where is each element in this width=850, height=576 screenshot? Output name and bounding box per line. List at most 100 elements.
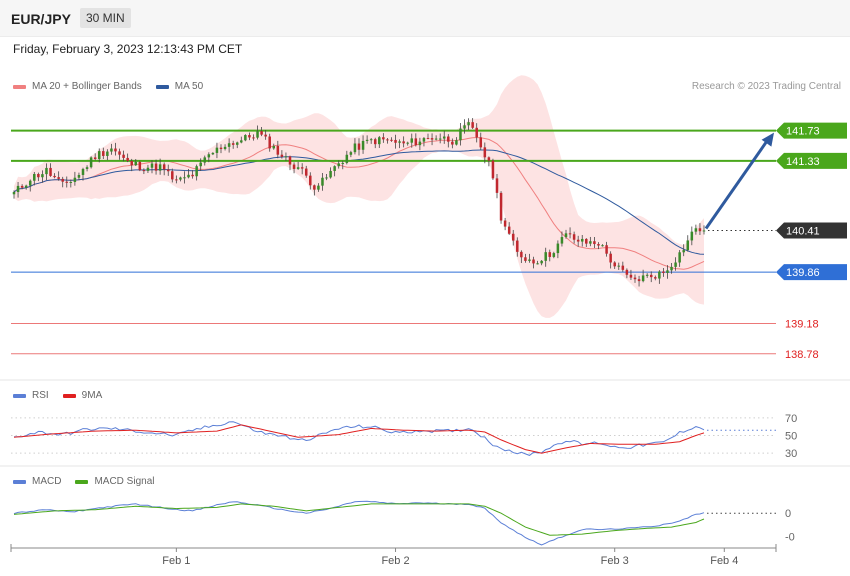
candle-body xyxy=(150,163,154,168)
candle-body xyxy=(495,178,499,193)
candle-body xyxy=(398,141,401,143)
candle-body xyxy=(333,166,336,171)
candle-body xyxy=(686,240,690,251)
candle-body xyxy=(674,262,677,267)
candle-body xyxy=(467,122,470,126)
candle-body xyxy=(447,136,450,142)
candle-body xyxy=(463,125,466,129)
candle-body xyxy=(325,177,328,179)
candle-body xyxy=(580,238,584,242)
candle-body xyxy=(475,127,478,138)
rsi-legend: RSI 9MA xyxy=(13,390,116,401)
rsi-legend-label: RSI xyxy=(32,390,49,401)
candle-body xyxy=(162,164,166,170)
resistance-level-label: 141.73 xyxy=(786,126,820,138)
candle-body xyxy=(349,152,353,155)
candle-body xyxy=(97,151,101,160)
candle-body xyxy=(361,140,365,150)
rsi-ma-swatch xyxy=(62,393,76,398)
candle-body xyxy=(146,167,150,171)
candle-body xyxy=(24,185,28,188)
candle-body xyxy=(89,157,93,168)
candle-body xyxy=(459,128,462,141)
candle-body xyxy=(552,253,556,257)
timeframe-button[interactable]: 30 MIN xyxy=(80,8,131,28)
resistance-level-tag xyxy=(776,152,847,169)
candle-body xyxy=(28,180,32,186)
forecast-arrow xyxy=(704,132,774,230)
candle-body xyxy=(666,270,669,273)
panel-dividers xyxy=(0,379,850,467)
candle-body xyxy=(641,275,645,282)
candle-body xyxy=(158,164,162,171)
macd-signal-legend-label: MACD Signal xyxy=(94,476,155,487)
candle-body xyxy=(682,250,685,253)
candle-body xyxy=(20,185,24,188)
candle-body xyxy=(329,170,332,178)
candle-body xyxy=(617,265,621,267)
candle-body xyxy=(658,271,661,279)
candle-body xyxy=(93,157,97,160)
candle-body xyxy=(215,147,219,153)
candle-body xyxy=(548,252,552,257)
macd-legend: MACD MACD Signal xyxy=(13,476,168,487)
candle-body xyxy=(106,151,109,156)
rsi-tick-label: 70 xyxy=(785,413,797,425)
x-tick-label: Feb 2 xyxy=(381,555,409,567)
candle-body xyxy=(134,161,138,166)
candle-body xyxy=(430,138,434,140)
timestamp: Friday, February 3, 2023 12:13:43 PM CET xyxy=(13,42,243,56)
candle-body xyxy=(524,257,527,261)
x-tick-label: Feb 3 xyxy=(601,555,629,567)
rsi-panel: 70 50 30 xyxy=(11,413,797,460)
candle-body xyxy=(455,140,458,145)
candle-body xyxy=(434,138,438,140)
candle-body xyxy=(300,167,304,169)
last-price-level-tag xyxy=(776,222,847,239)
candle-body xyxy=(491,160,495,179)
title-bar: EUR/JPY 30 MIN xyxy=(0,0,850,37)
candle-body xyxy=(337,163,340,167)
candle-body xyxy=(49,167,52,176)
candle-body xyxy=(698,228,702,232)
last-price-level-label: 140.41 xyxy=(786,225,820,237)
pivot-level-tag xyxy=(776,264,847,281)
candle-body xyxy=(317,185,320,190)
rsi-ma-legend-label: 9MA xyxy=(81,390,103,401)
candle-body xyxy=(244,135,247,141)
candle-body xyxy=(402,141,405,144)
candle-body xyxy=(382,137,385,140)
bollinger-band-area xyxy=(14,75,704,318)
candle-body xyxy=(629,274,633,278)
rsi-tick-label: 50 xyxy=(785,431,797,443)
candle-body xyxy=(81,168,85,175)
candle-body xyxy=(516,240,519,252)
forecast-arrow-shaft xyxy=(704,138,770,230)
rsi-swatch xyxy=(13,393,26,398)
macd-swatch xyxy=(13,479,26,484)
candle-body xyxy=(341,162,345,164)
candle-body xyxy=(252,137,255,139)
candle-body xyxy=(690,231,694,241)
candle-body xyxy=(532,259,535,264)
candle-body xyxy=(61,178,64,182)
macd-legend-label: MACD xyxy=(32,476,62,487)
candle-body xyxy=(572,234,576,240)
ma20-swatch xyxy=(13,84,26,89)
candle-body xyxy=(536,263,539,265)
candle-body xyxy=(670,266,673,271)
candle-body xyxy=(264,134,267,137)
symbol-label: EUR/JPY xyxy=(11,11,71,27)
candle-body xyxy=(203,157,207,163)
price-legend: MA 20 + Bollinger Bands MA 50 xyxy=(13,81,217,92)
candle-body xyxy=(272,145,276,149)
candle-body xyxy=(589,241,592,244)
macd-panel: 0 -0 xyxy=(13,500,795,546)
candle-body xyxy=(649,274,653,278)
candle-body xyxy=(560,237,564,244)
candle-body xyxy=(426,138,430,140)
candle-body xyxy=(207,154,211,158)
candle-body xyxy=(53,175,56,178)
candle-body xyxy=(662,271,665,273)
candlesticks xyxy=(12,118,706,287)
